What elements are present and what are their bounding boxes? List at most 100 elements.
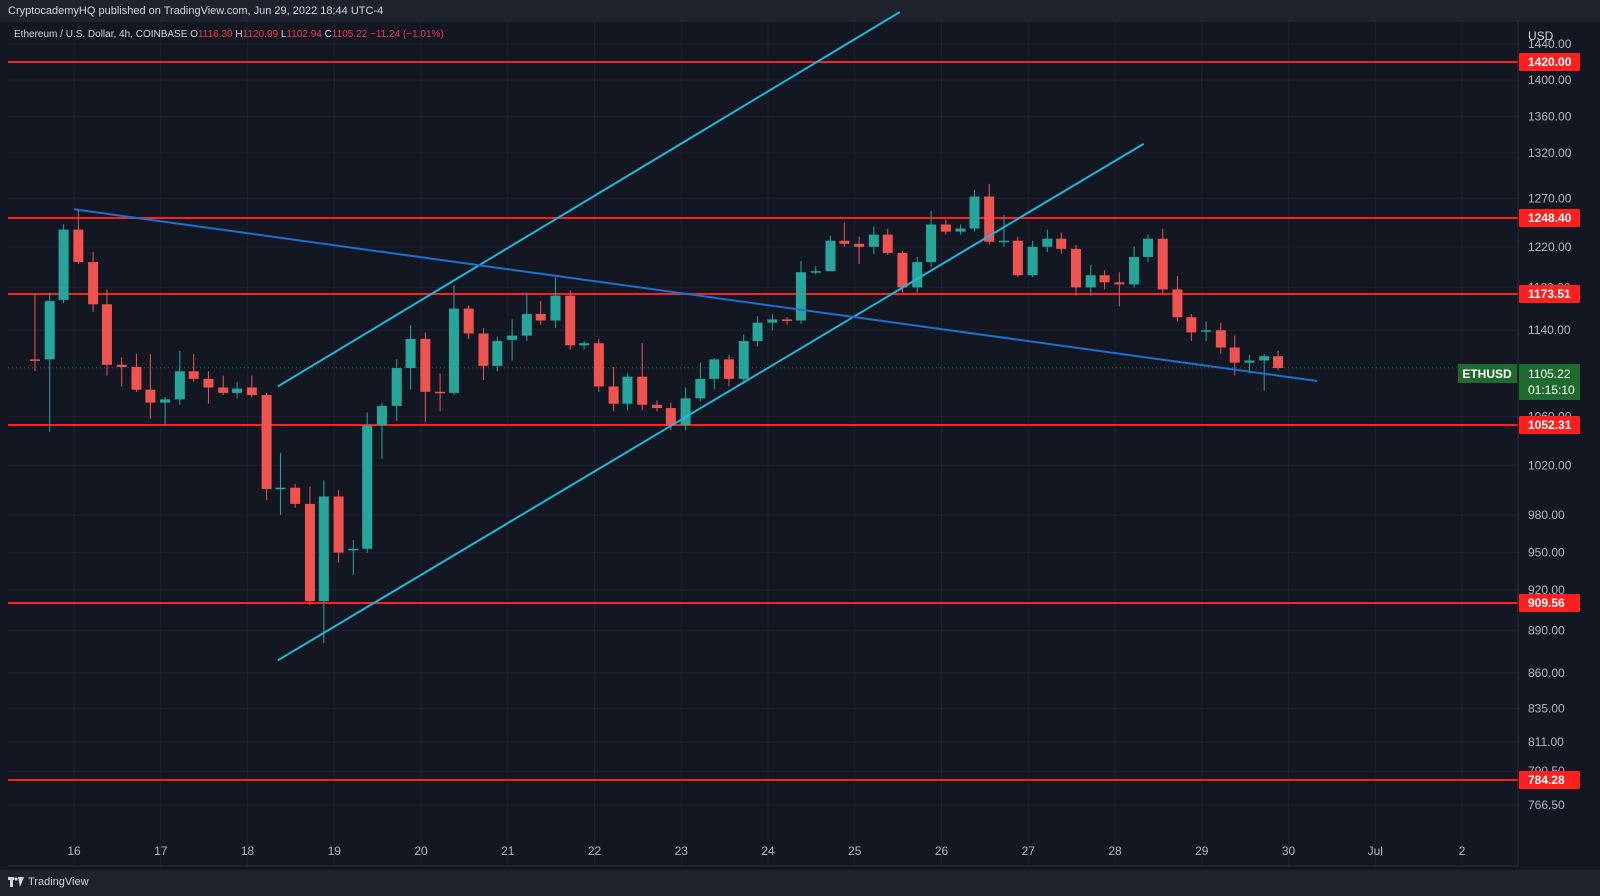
level-badge bbox=[1519, 209, 1580, 227]
candle bbox=[188, 353, 199, 383]
candle-body bbox=[1157, 238, 1168, 290]
candle bbox=[58, 224, 69, 304]
candle-body bbox=[810, 271, 821, 273]
candle bbox=[535, 301, 546, 325]
candle-body bbox=[463, 308, 474, 334]
candle bbox=[926, 211, 937, 268]
candle-body bbox=[478, 333, 489, 366]
time-axis[interactable]: 16 17 18 19 20 21 22 23 24 25 26 27 28 29 30 Jul 2 bbox=[67, 844, 1465, 858]
candle-body bbox=[58, 229, 69, 300]
level-price-label: 784.28 bbox=[1528, 773, 1565, 787]
last-price: 1105.22 bbox=[1528, 367, 1571, 381]
candle-body bbox=[44, 301, 55, 360]
candle-body bbox=[521, 314, 532, 336]
tradingview-logo-icon bbox=[8, 877, 24, 887]
candle bbox=[593, 338, 604, 392]
candle-body bbox=[550, 295, 561, 321]
high-label: H bbox=[235, 29, 243, 40]
candle-body bbox=[969, 196, 980, 229]
candle bbox=[29, 293, 40, 372]
time-tick-label: 25 bbox=[848, 844, 862, 858]
candle-body bbox=[723, 359, 734, 379]
level-badge bbox=[1519, 594, 1580, 612]
candle-body bbox=[608, 386, 619, 404]
time-tick-label: 19 bbox=[328, 844, 342, 858]
symbol-description: Ethereum / U.S. Dollar, 4h, COINBASE bbox=[14, 29, 188, 40]
candle-body bbox=[1070, 248, 1081, 288]
candle-body bbox=[1142, 238, 1153, 257]
channel-line bbox=[277, 11, 901, 388]
candle-body bbox=[1229, 347, 1240, 363]
candle-body bbox=[261, 395, 272, 489]
price-tick-label: 1020.00 bbox=[1528, 458, 1572, 472]
low-label: L bbox=[280, 29, 287, 40]
candle bbox=[1129, 246, 1140, 288]
candle bbox=[998, 214, 1009, 247]
candle-body bbox=[290, 487, 301, 504]
bottom-bar: TradingView bbox=[0, 870, 1600, 896]
candle bbox=[463, 305, 474, 339]
candle bbox=[1244, 355, 1255, 374]
candle-body bbox=[448, 308, 459, 393]
candle-body bbox=[651, 404, 662, 409]
candle-body bbox=[795, 272, 806, 321]
candle bbox=[1259, 353, 1270, 391]
price-tick-label: 1360.00 bbox=[1528, 110, 1572, 124]
high-value: 1120.99 bbox=[242, 29, 279, 40]
price-badge bbox=[1519, 364, 1580, 400]
candle bbox=[1273, 350, 1284, 371]
candle bbox=[854, 236, 865, 265]
candle-body bbox=[29, 359, 40, 361]
candle bbox=[290, 483, 301, 508]
candle bbox=[1012, 236, 1023, 278]
candle bbox=[651, 400, 662, 412]
price-tick-label: 1270.00 bbox=[1528, 191, 1572, 205]
channel-line bbox=[277, 142, 1145, 662]
candle bbox=[333, 490, 344, 563]
time-tick-label: 2 bbox=[1459, 844, 1466, 858]
candle bbox=[955, 224, 966, 235]
candle bbox=[1201, 321, 1212, 342]
price-tick-label: 860.00 bbox=[1528, 666, 1565, 680]
ticker-symbol: ETHUSD bbox=[1462, 367, 1512, 381]
candle-body bbox=[695, 378, 706, 399]
level-price-label: 909.56 bbox=[1528, 596, 1565, 610]
candle bbox=[565, 290, 576, 350]
candle-body bbox=[709, 359, 720, 379]
candle-body bbox=[232, 388, 243, 393]
currency-label: USD bbox=[1528, 29, 1554, 43]
candle bbox=[362, 412, 373, 553]
candle bbox=[1027, 240, 1038, 278]
publish-info: CryptocademyHQ published on TradingView.… bbox=[8, 5, 384, 17]
time-tick-label: 20 bbox=[414, 844, 428, 858]
candle bbox=[203, 371, 214, 404]
change-value: −11.24 (−1.01%) bbox=[370, 29, 444, 40]
candle-body bbox=[637, 376, 648, 405]
time-tick-label: 26 bbox=[935, 844, 949, 858]
brand-name: TradingView bbox=[28, 876, 89, 888]
candle-body bbox=[246, 387, 257, 396]
candles bbox=[29, 183, 1284, 644]
candle-body bbox=[1172, 289, 1183, 318]
candle bbox=[752, 316, 763, 347]
candle bbox=[44, 292, 55, 432]
candle bbox=[695, 362, 706, 402]
candle-body bbox=[1201, 330, 1212, 332]
tradingview-brand[interactable]: TradingView bbox=[8, 876, 89, 888]
time-tick-label: 21 bbox=[501, 844, 515, 858]
candle-body bbox=[839, 240, 850, 244]
level-price-label: 1248.40 bbox=[1528, 211, 1572, 225]
candle bbox=[261, 392, 272, 501]
candle bbox=[507, 319, 518, 361]
candle-body bbox=[507, 335, 518, 340]
price-tick-label: 1440.00 bbox=[1528, 37, 1572, 51]
price-tick-label: 1400.00 bbox=[1528, 73, 1572, 87]
candle bbox=[145, 353, 156, 419]
level-badge bbox=[1519, 416, 1580, 434]
candle-body bbox=[420, 338, 431, 392]
candle-body bbox=[160, 399, 171, 403]
candle-body bbox=[275, 487, 286, 490]
candle-body bbox=[940, 224, 951, 232]
candle bbox=[723, 355, 734, 387]
